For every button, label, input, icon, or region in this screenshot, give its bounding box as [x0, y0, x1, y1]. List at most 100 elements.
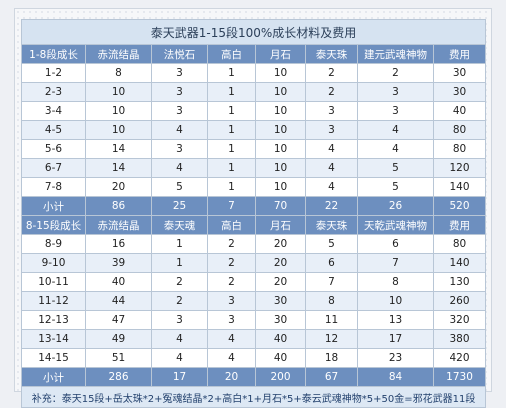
table-cell: 13-14: [21, 329, 86, 349]
table-cell: 40: [85, 272, 152, 292]
table-cell: 30: [255, 310, 306, 330]
table-cell: 3: [151, 63, 208, 83]
table-row: 6-7 14 4 1 10 4 5 120: [21, 158, 487, 178]
table-cell: 月石: [255, 44, 306, 64]
table-cell: 10: [255, 139, 306, 159]
table-cell: 320: [432, 310, 487, 330]
table-cell: 3-4: [21, 101, 86, 121]
table-cell: 4: [151, 348, 208, 368]
table-cell: 1: [207, 177, 256, 197]
table-cell: 3: [151, 310, 208, 330]
table-cell: 2: [207, 234, 256, 254]
table-cell: 8: [357, 272, 434, 292]
table-cell: 月石: [255, 215, 306, 235]
table-cell: 3: [357, 82, 434, 102]
table-cell: 260: [432, 291, 487, 311]
table-cell: 4: [207, 329, 256, 349]
table-cell: 2: [207, 272, 256, 292]
table-cell: 140: [432, 253, 487, 273]
table-cell: 7: [207, 196, 256, 216]
table-cell: 5: [357, 158, 434, 178]
table-cell: 1-2: [21, 63, 86, 83]
table-cell: 23: [357, 348, 434, 368]
table-cell: 12-13: [21, 310, 86, 330]
table-cell: 泰天魂: [151, 215, 208, 235]
table-cell: 3: [151, 139, 208, 159]
table-cell: 40: [255, 348, 306, 368]
table-cell: 小计: [21, 367, 86, 387]
table-cell: 5: [305, 234, 358, 254]
table-cell: 4: [357, 120, 434, 140]
table-cell: 80: [432, 139, 487, 159]
subtotal-row: 小计 86 25 7 70 22 26 520: [21, 196, 487, 216]
table-cell: 8: [85, 63, 152, 83]
table-cell: 6: [357, 234, 434, 254]
table-cell: 1: [151, 253, 208, 273]
table-cell: 14: [85, 139, 152, 159]
table-cell: 8-15段成长: [21, 215, 86, 235]
table-cell: 380: [432, 329, 487, 349]
table-cell: 22: [305, 196, 358, 216]
table-cell: 泰天珠: [305, 44, 358, 64]
table-cell: 小计: [21, 196, 86, 216]
table-cell: 2: [207, 253, 256, 273]
table-cell: 14: [85, 158, 152, 178]
table-cell: 4: [151, 120, 208, 140]
table-row: 4-5 10 4 1 10 3 4 80: [21, 120, 487, 140]
table-row: 3-4 10 3 1 10 3 3 40: [21, 101, 487, 121]
table-cell: 1-8段成长: [21, 44, 86, 64]
table-cell: 3: [357, 101, 434, 121]
table-title: 泰天武器1-15段100%成长材料及费用: [20, 19, 487, 45]
table-row: 7-8 20 5 1 10 4 5 140: [21, 177, 487, 197]
table-row: 11-12 44 2 3 30 8 10 260: [21, 291, 487, 311]
table-cell: 3: [151, 82, 208, 102]
table-cell: 1: [207, 139, 256, 159]
table-cell: 84: [357, 367, 434, 387]
table-cell: 13: [357, 310, 434, 330]
table-cell: 4: [357, 139, 434, 159]
table-cell: 420: [432, 348, 487, 368]
table-row: 8-9 16 1 2 20 5 6 80: [21, 234, 487, 254]
table-cell: 44: [85, 291, 152, 311]
table-cell: 1: [207, 82, 256, 102]
table-cell: 20: [255, 272, 306, 292]
table-cell: 10: [85, 101, 152, 121]
table-cell: 12: [305, 329, 358, 349]
table-cell: 520: [432, 196, 487, 216]
table-cell: 9-10: [21, 253, 86, 273]
table-cell: 2: [151, 291, 208, 311]
table-cell: 11: [305, 310, 358, 330]
table-cell: 10: [255, 82, 306, 102]
table-cell: 30: [432, 63, 487, 83]
table-cell: 86: [85, 196, 152, 216]
section-header-row: 8-15段成长 赤流结晶 泰天魂 高白 月石 泰天珠 天乾武魂神物 费用: [21, 215, 487, 235]
table-cell: 10: [255, 101, 306, 121]
table-cell: 10: [357, 291, 434, 311]
table-cell: 25: [151, 196, 208, 216]
table-cell: 130: [432, 272, 487, 292]
table-cell: 2: [357, 63, 434, 83]
table-cell: 法悦石: [151, 44, 208, 64]
table-cell: 高白: [207, 215, 256, 235]
table-cell: 高白: [207, 44, 256, 64]
table-cell: 8-9: [21, 234, 86, 254]
table-cell: 286: [85, 367, 152, 387]
table-row: 2-3 10 3 1 10 2 3 30: [21, 82, 487, 102]
table-cell: 30: [255, 291, 306, 311]
table-cell: 26: [357, 196, 434, 216]
section-header-row: 1-8段成长 赤流结晶 法悦石 高白 月石 泰天珠 建元武魂神物 费用: [21, 44, 487, 64]
table-cell: 8: [305, 291, 358, 311]
table-cell: 140: [432, 177, 487, 197]
table-cell: 费用: [432, 44, 487, 64]
table-cell: 7-8: [21, 177, 86, 197]
table-cell: 3: [305, 101, 358, 121]
table-cell: 10: [255, 63, 306, 83]
table-row: 10-11 40 2 2 20 7 8 130: [21, 272, 487, 292]
table-cell: 4: [207, 348, 256, 368]
table-cell: 10-11: [21, 272, 86, 292]
table-frame: 泰天武器1-15段100%成长材料及费用 1-8段成长 赤流结晶 法悦石 高白 月石 泰天…: [14, 8, 492, 408]
table-cell: 4: [305, 158, 358, 178]
table-cell: 赤流结晶: [85, 44, 152, 64]
table-cell: 3: [305, 120, 358, 140]
table-cell: 7: [305, 272, 358, 292]
